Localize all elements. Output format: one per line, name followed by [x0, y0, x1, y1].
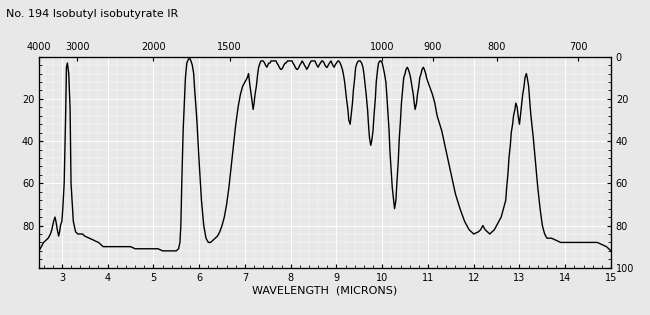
Text: No. 194 Isobutyl isobutyrate IR: No. 194 Isobutyl isobutyrate IR [6, 9, 179, 20]
X-axis label: WAVELENGTH  (MICRONS): WAVELENGTH (MICRONS) [252, 285, 398, 295]
